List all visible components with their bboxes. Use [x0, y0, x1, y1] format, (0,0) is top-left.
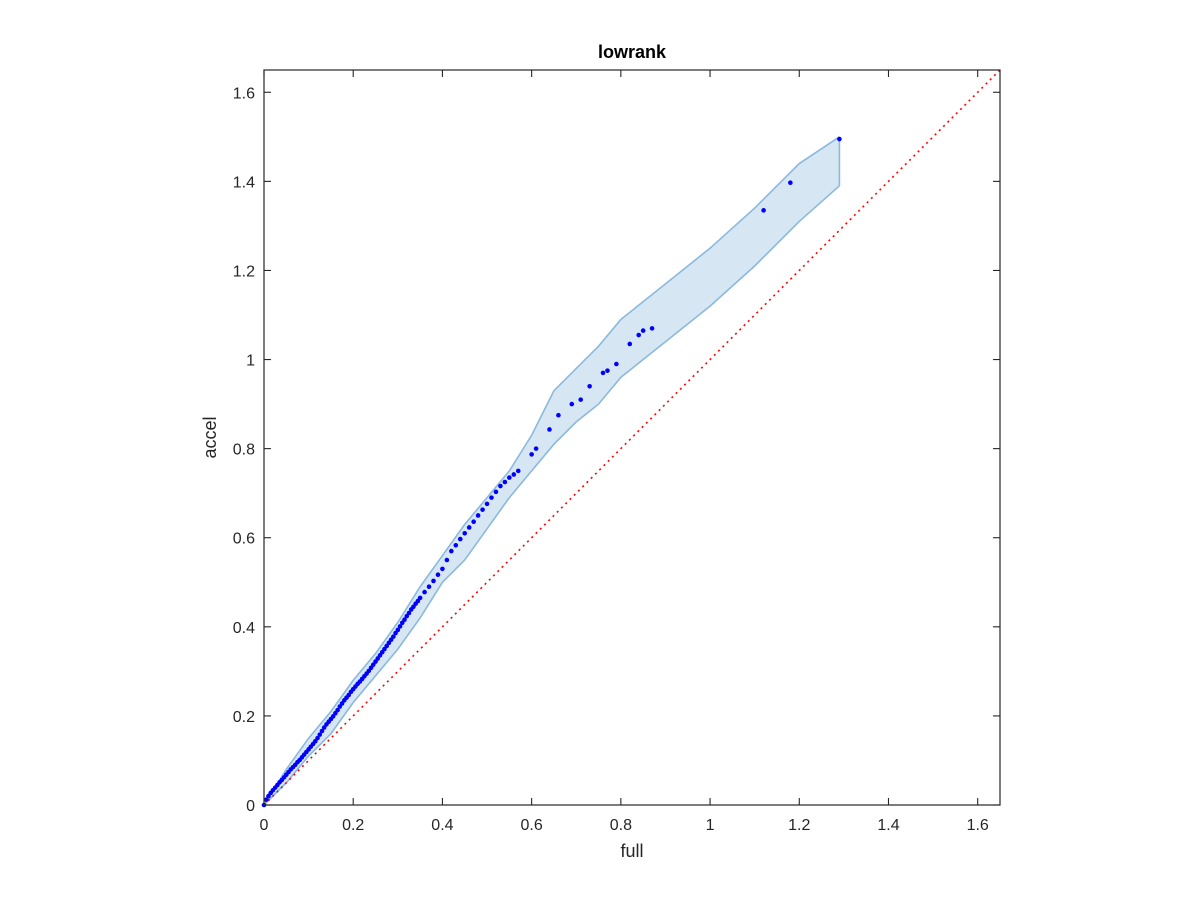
band-fill	[264, 136, 840, 805]
data-point	[471, 519, 476, 524]
data-point	[462, 530, 468, 536]
data-point	[466, 525, 472, 530]
data-point	[417, 595, 423, 601]
data-point	[493, 489, 499, 495]
data-point	[475, 513, 481, 518]
y-axis-label: accel	[200, 416, 220, 458]
data-point	[498, 483, 503, 489]
data-point	[335, 707, 340, 713]
x-tick-label: 1.4	[877, 817, 899, 834]
data-point	[533, 446, 539, 451]
data-point	[431, 578, 436, 584]
x-axis-label: full	[620, 841, 643, 861]
data-point	[507, 475, 512, 480]
data-point	[484, 501, 490, 507]
data-point	[422, 589, 427, 595]
data-point	[569, 401, 575, 407]
data-point	[391, 634, 396, 639]
data-point	[627, 341, 633, 347]
chart-title: lowrank	[598, 42, 667, 62]
data-point	[480, 507, 485, 512]
y-tick-label: 1.6	[233, 85, 255, 102]
data-point	[636, 332, 641, 338]
data-point	[457, 536, 463, 542]
data-point	[511, 472, 517, 477]
data-point	[315, 735, 320, 741]
y-tick-label: 0.2	[233, 709, 255, 726]
data-point	[263, 797, 269, 802]
reference-line	[263, 69, 1001, 806]
confidence-band	[263, 136, 841, 806]
data-point	[406, 610, 412, 616]
data-point	[578, 397, 584, 402]
data-point	[640, 328, 646, 333]
data-point	[529, 452, 534, 457]
data-point	[395, 627, 401, 633]
y-tick-label: 0.8	[233, 442, 255, 459]
data-points	[261, 136, 842, 808]
data-point	[788, 180, 793, 185]
data-point	[761, 208, 766, 213]
data-point	[397, 624, 403, 629]
data-point	[502, 479, 508, 485]
x-tick-label: 0.6	[521, 817, 543, 834]
data-point	[837, 136, 842, 142]
data-point	[547, 427, 552, 432]
data-point	[453, 543, 459, 548]
data-point	[605, 368, 610, 373]
data-point	[426, 584, 432, 590]
data-point	[614, 361, 619, 367]
x-tick-label: 0	[260, 817, 269, 834]
x-tick-label: 1	[706, 817, 715, 834]
data-point	[402, 617, 407, 622]
data-point	[587, 383, 592, 389]
data-point	[515, 468, 521, 474]
band-upper-edge	[263, 136, 840, 806]
x-tick-label: 1.6	[967, 817, 989, 834]
y-tick-label: 1.4	[233, 174, 255, 191]
data-point	[600, 370, 606, 376]
data-point	[440, 566, 445, 572]
x-tick-label: 0.2	[342, 817, 364, 834]
y-tick-label: 0.4	[233, 620, 255, 637]
axes: 0 0.2 0.4 0.6 0.8 1 1.2 1.4 1.6 0 0.2 0.4 0.6 0.8 1 1.2…	[233, 69, 1001, 834]
data-point	[449, 548, 454, 554]
y-tick-label: 1	[246, 353, 255, 370]
data-point	[556, 412, 561, 418]
x-tick-label: 1.2	[788, 817, 810, 834]
x-tick-label: 0.8	[610, 817, 632, 834]
band-lower-edge	[263, 185, 840, 806]
y-tick-label: 0.6	[233, 531, 255, 548]
data-point	[444, 557, 450, 563]
data-point	[649, 326, 655, 331]
y-tick-label: 1.2	[233, 263, 255, 280]
data-point	[317, 732, 323, 737]
identity-reference-line	[263, 69, 1001, 806]
data-point	[435, 572, 441, 577]
data-point	[319, 728, 325, 734]
plot-frame	[263, 69, 1001, 806]
x-tick-label: 0.4	[431, 817, 453, 834]
data-point	[489, 495, 494, 500]
y-tick-label: 0	[246, 798, 255, 815]
